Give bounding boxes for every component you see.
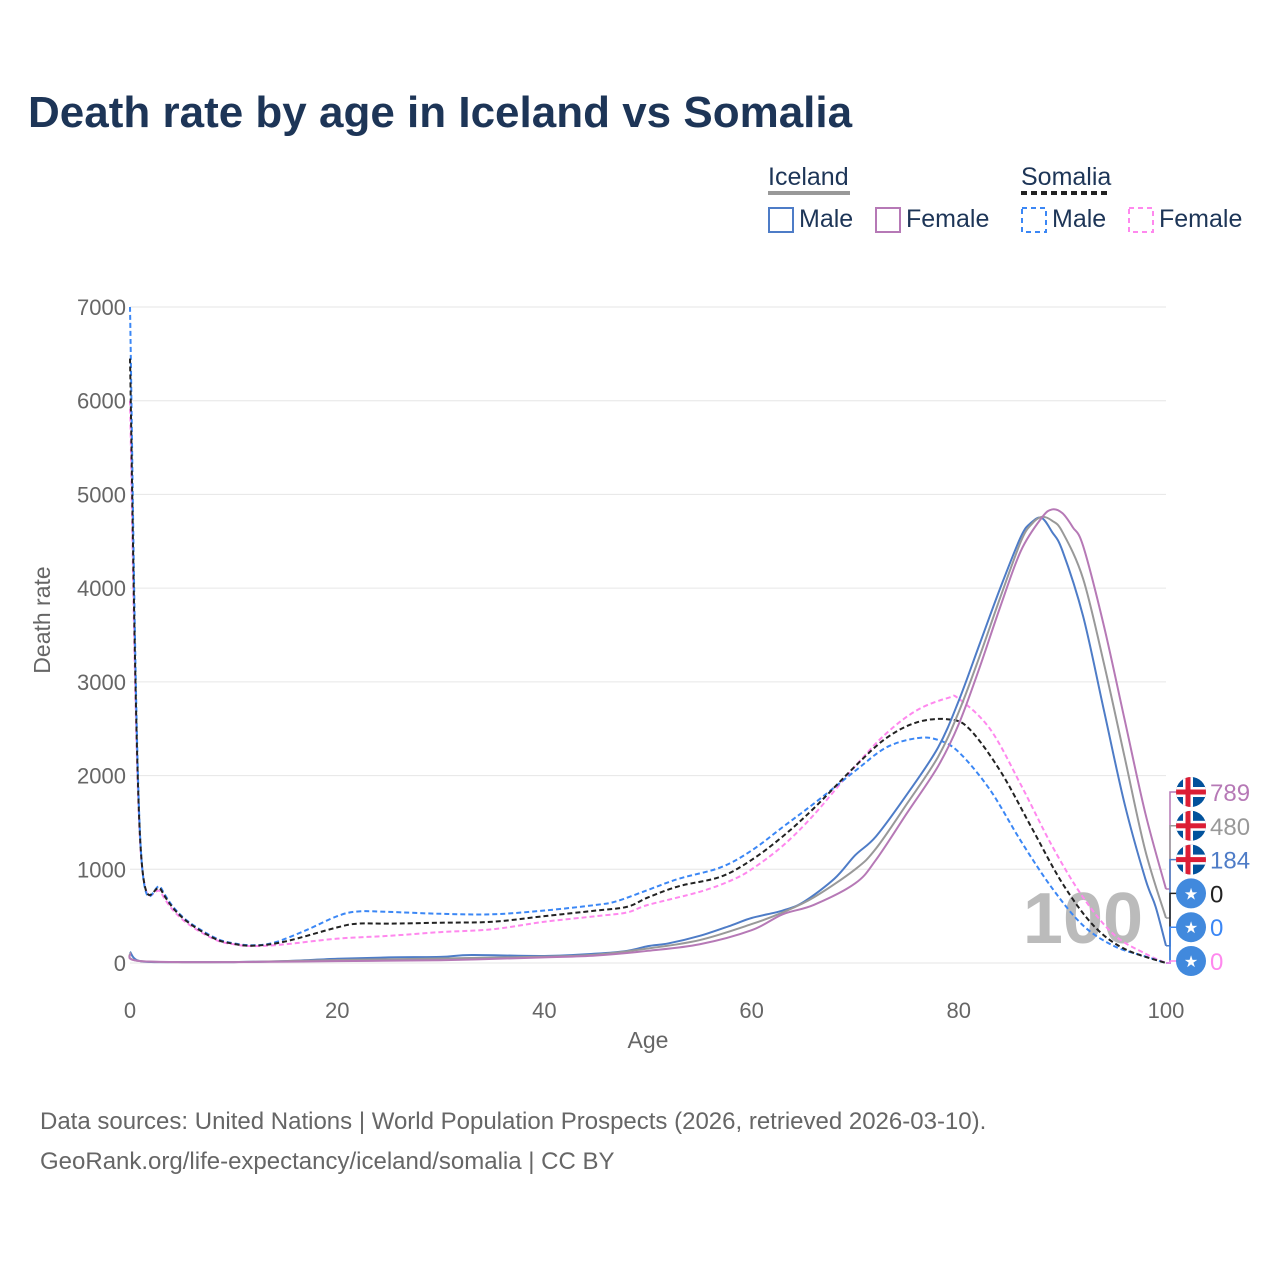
legend-swatch-somalia-male bbox=[1021, 207, 1047, 233]
somalia-flag-icon: ★ bbox=[1176, 946, 1206, 976]
x-tick-label: 0 bbox=[124, 998, 136, 1023]
legend-swatch-iceland-female bbox=[875, 207, 901, 233]
y-tick-label: 7000 bbox=[77, 295, 126, 320]
x-tick-label: 60 bbox=[739, 998, 763, 1023]
end-label-connector bbox=[1166, 791, 1178, 890]
x-tick-label: 20 bbox=[325, 998, 349, 1023]
end-value-label: 184 bbox=[1210, 848, 1250, 875]
y-tick-label: 3000 bbox=[77, 670, 126, 695]
legend-iceland-female[interactable]: Female bbox=[906, 205, 990, 233]
somalia-flag-icon: ★ bbox=[1176, 912, 1206, 943]
x-tick-label: 80 bbox=[947, 998, 971, 1023]
y-tick-label: 4000 bbox=[77, 576, 126, 601]
x-tick-label: 40 bbox=[532, 998, 556, 1023]
svg-text:★: ★ bbox=[1184, 920, 1198, 937]
legend-swatch-iceland-male bbox=[768, 207, 794, 233]
legend-group-somalia[interactable]: Somalia bbox=[1021, 163, 1112, 191]
legend-iceland-male[interactable]: Male bbox=[799, 205, 854, 233]
chart-title: Death rate by age in Iceland vs Somalia bbox=[28, 88, 853, 137]
end-value-label: 0 bbox=[1210, 949, 1223, 976]
end-value-label: 480 bbox=[1210, 814, 1250, 841]
series-line-iceland-female[interactable] bbox=[128, 508, 1167, 964]
end-value-label: 789 bbox=[1210, 780, 1250, 807]
series-line-iceland[interactable] bbox=[128, 515, 1167, 964]
y-tick-label: 0 bbox=[114, 951, 126, 976]
y-axis-label: Death rate bbox=[29, 566, 55, 673]
y-tick-label: 6000 bbox=[77, 389, 126, 414]
end-label-connector bbox=[1166, 960, 1178, 964]
source-line-1: Data sources: United Nations | World Pop… bbox=[40, 1108, 987, 1135]
series-line-somalia-female[interactable] bbox=[129, 400, 1167, 964]
y-tick-label: 5000 bbox=[77, 482, 126, 507]
legend-swatch-somalia-female bbox=[1128, 207, 1154, 233]
legend-group-iceland[interactable]: Iceland bbox=[768, 163, 849, 191]
end-value-label: 0 bbox=[1210, 881, 1223, 908]
legend-somalia-female[interactable]: Female bbox=[1159, 205, 1243, 233]
end-label-connector bbox=[1166, 825, 1178, 919]
end-label-connector bbox=[1166, 858, 1178, 947]
current-age-label: 100 bbox=[1023, 879, 1143, 959]
y-tick-label: 2000 bbox=[77, 764, 126, 789]
y-tick-label: 1000 bbox=[77, 857, 126, 882]
iceland-flag-icon bbox=[1176, 777, 1206, 807]
x-axis-label: Age bbox=[628, 1027, 669, 1053]
iceland-flag-icon bbox=[1176, 844, 1206, 875]
x-tick-label: 100 bbox=[1148, 998, 1185, 1023]
svg-text:★: ★ bbox=[1184, 954, 1198, 971]
series-line-somalia-male[interactable] bbox=[129, 306, 1167, 964]
source-line-2[interactable]: GeoRank.org/life-expectancy/iceland/soma… bbox=[40, 1148, 615, 1175]
iceland-flag-icon bbox=[1176, 810, 1206, 841]
series-line-iceland-male[interactable] bbox=[129, 516, 1167, 964]
legend-somalia-male[interactable]: Male bbox=[1052, 205, 1107, 233]
series-line-somalia[interactable] bbox=[129, 358, 1167, 964]
end-value-label: 0 bbox=[1210, 915, 1223, 942]
somalia-flag-icon: ★ bbox=[1176, 878, 1206, 909]
svg-text:★: ★ bbox=[1184, 886, 1198, 903]
